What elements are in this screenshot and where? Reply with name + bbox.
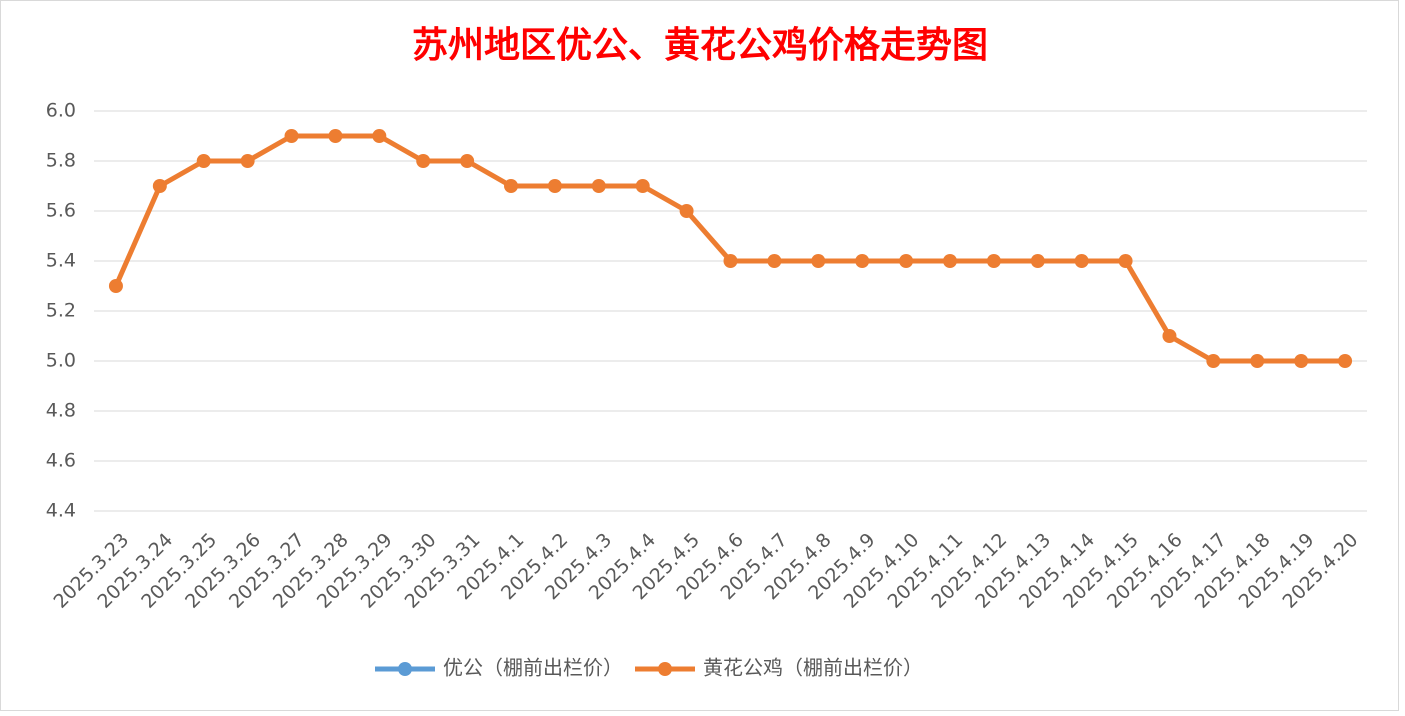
data-point bbox=[1162, 329, 1177, 343]
data-point bbox=[504, 179, 519, 193]
data-point bbox=[1294, 354, 1309, 368]
y-tick-label: 5.6 bbox=[46, 200, 76, 222]
data-point bbox=[152, 179, 167, 193]
data-point bbox=[1250, 354, 1265, 368]
y-tick-label: 6.0 bbox=[46, 100, 76, 122]
data-point bbox=[591, 179, 606, 193]
data-point bbox=[1074, 254, 1089, 268]
y-tick-label: 4.4 bbox=[46, 500, 76, 522]
y-tick-label: 4.8 bbox=[46, 400, 76, 422]
data-point bbox=[328, 129, 343, 143]
y-tick-label: 4.6 bbox=[46, 450, 76, 472]
y-tick-label: 5.2 bbox=[46, 300, 76, 322]
data-point bbox=[240, 154, 255, 168]
data-point bbox=[416, 154, 431, 168]
chart-title: 苏州地区优公、黄花公鸡价格走势图 bbox=[412, 24, 988, 66]
data-point bbox=[284, 129, 299, 143]
data-point bbox=[942, 254, 957, 268]
y-tick-label: 5.0 bbox=[46, 350, 76, 372]
legend-marker bbox=[398, 662, 412, 676]
data-point bbox=[767, 254, 782, 268]
data-point bbox=[679, 204, 694, 218]
y-tick-label: 5.4 bbox=[46, 250, 76, 272]
data-point bbox=[1338, 354, 1353, 368]
data-point bbox=[1030, 254, 1045, 268]
legend-label: 优公（棚前出栏价） bbox=[443, 656, 623, 680]
data-point bbox=[986, 254, 1001, 268]
data-point bbox=[460, 154, 475, 168]
data-point bbox=[108, 279, 123, 293]
data-point bbox=[899, 254, 914, 268]
data-point bbox=[1206, 354, 1221, 368]
data-point bbox=[547, 179, 562, 193]
legend-marker bbox=[658, 662, 672, 676]
data-point bbox=[1118, 254, 1133, 268]
data-point bbox=[372, 129, 387, 143]
data-point bbox=[196, 154, 211, 168]
data-point bbox=[811, 254, 826, 268]
data-point bbox=[635, 179, 650, 193]
legend-label: 黄花公鸡（棚前出栏价） bbox=[703, 656, 923, 680]
data-point bbox=[855, 254, 870, 268]
data-point bbox=[723, 254, 738, 268]
y-tick-label: 5.8 bbox=[46, 150, 76, 172]
